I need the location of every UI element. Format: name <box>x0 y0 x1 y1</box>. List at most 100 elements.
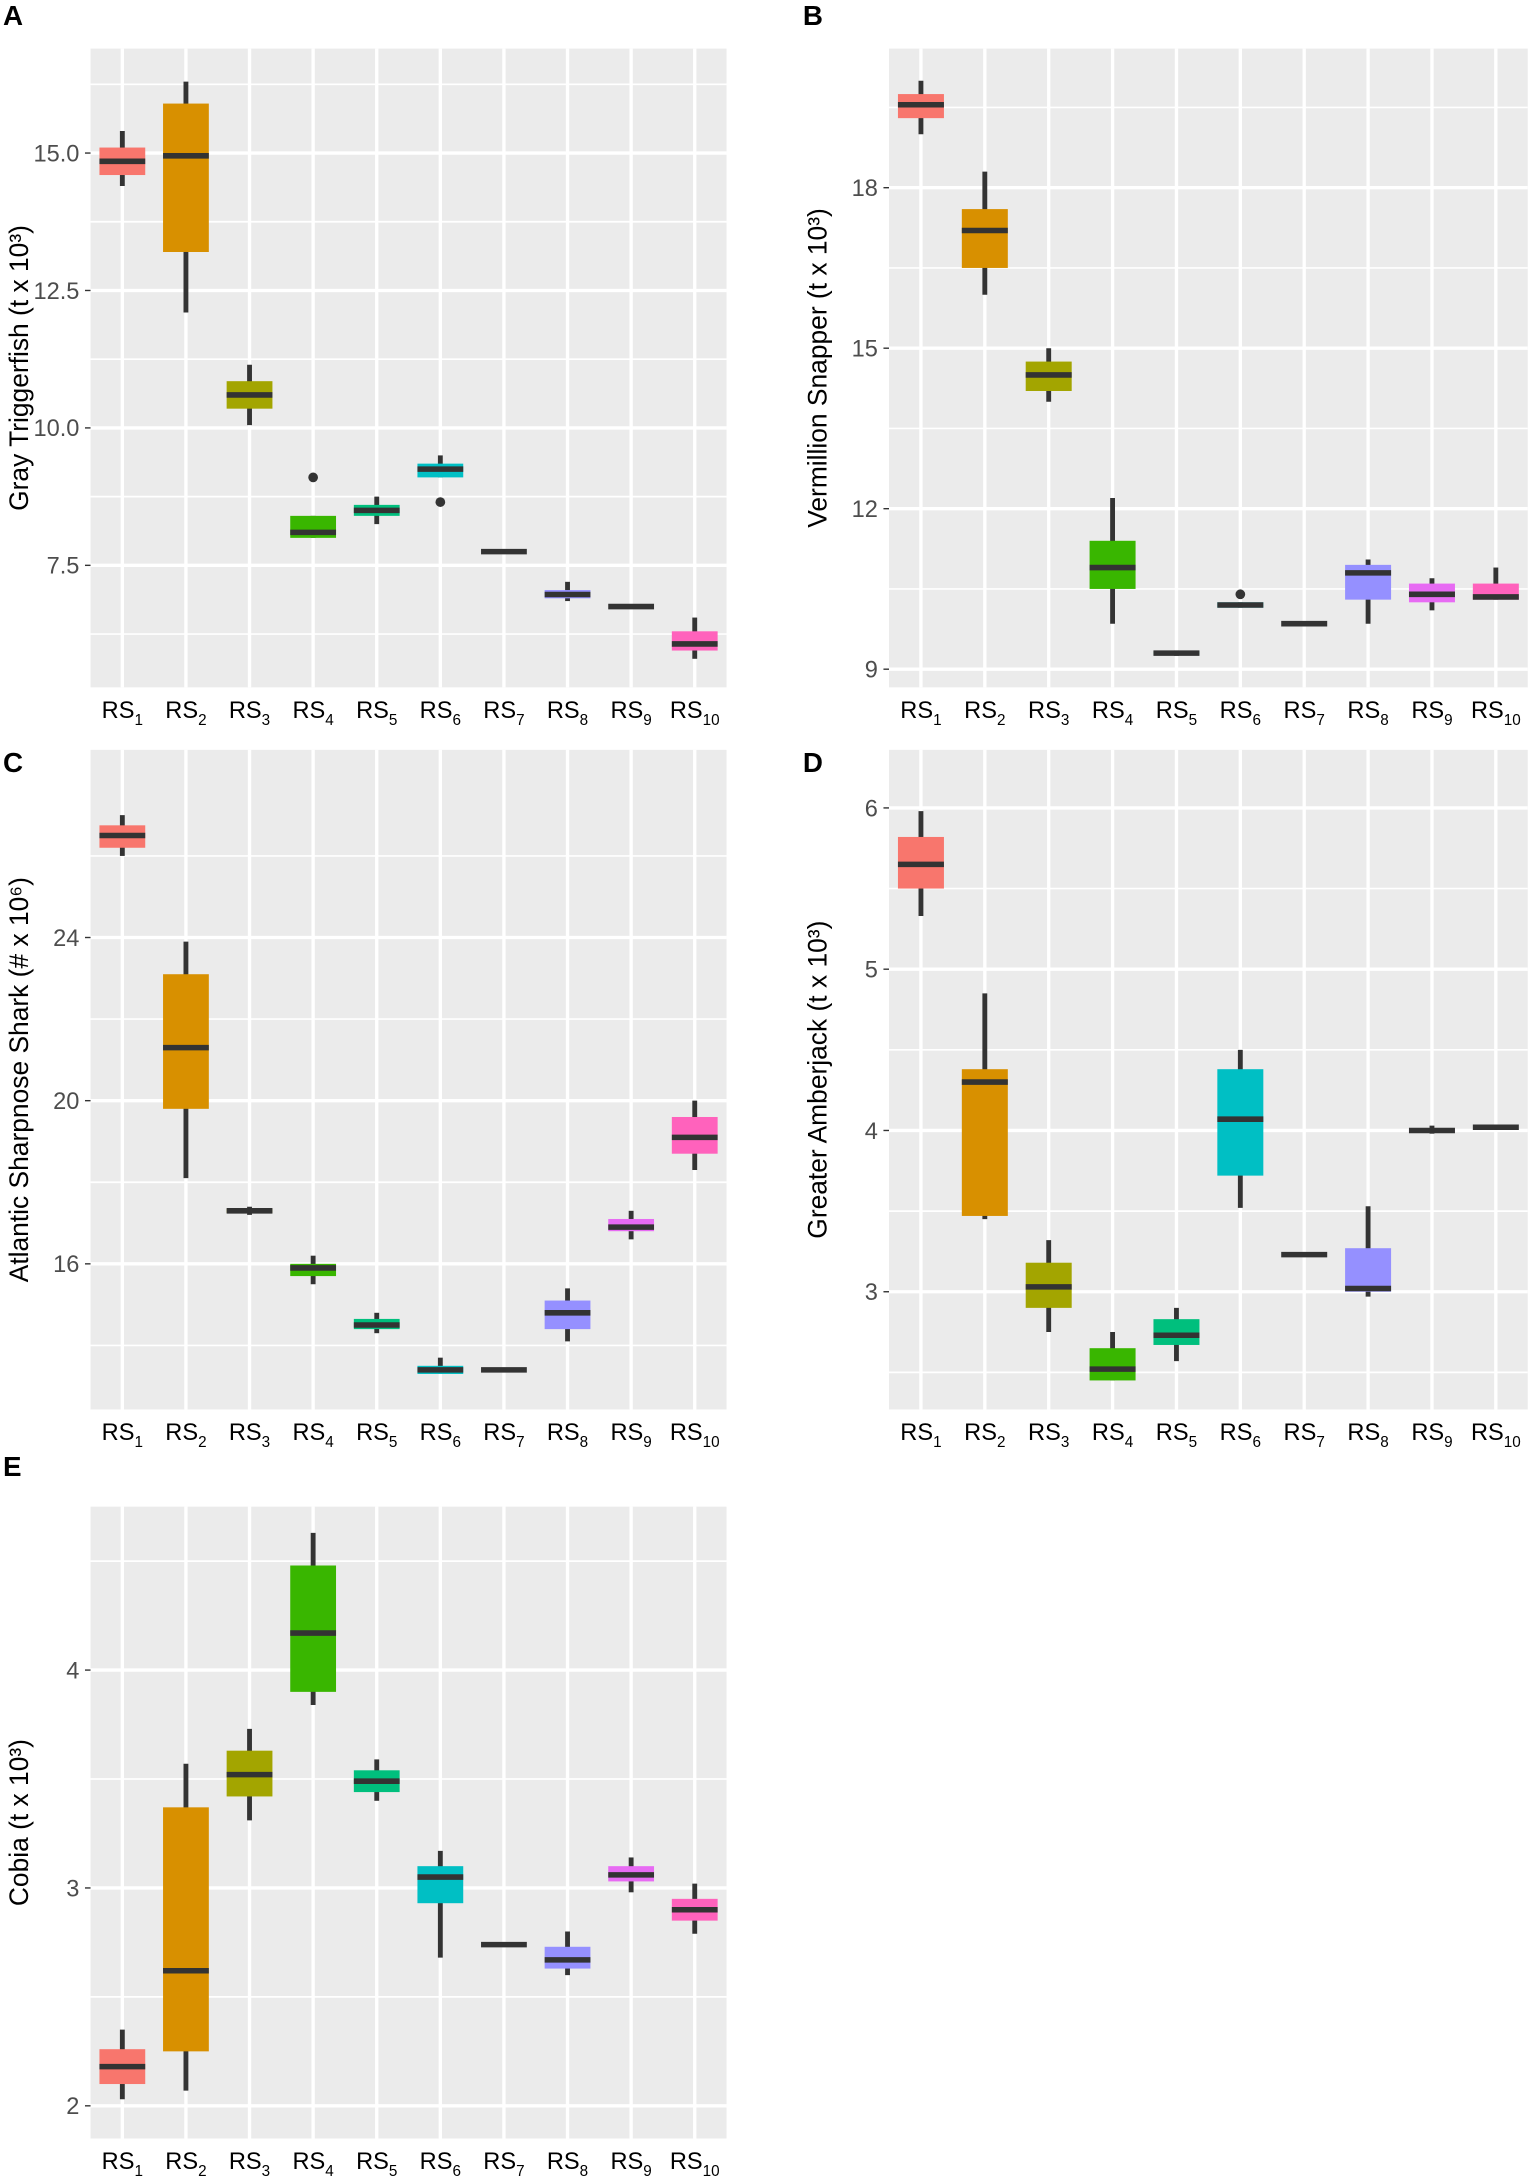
boxplot-RS1 <box>897 811 944 916</box>
boxplot-RS2 <box>163 941 209 1179</box>
boxplot-RS6 <box>417 455 464 507</box>
x-tick-label: RS1 <box>102 2149 143 2176</box>
x-tick-label: RS7 <box>483 698 524 729</box>
x-tick-label: RS5 <box>1156 698 1197 729</box>
panel-label: E <box>3 1451 22 1482</box>
x-tick-label: RS7 <box>483 2149 524 2176</box>
box <box>671 631 718 651</box>
boxplot-RS8 <box>1345 559 1392 624</box>
x-tick-label: RS10 <box>1471 698 1521 729</box>
boxplot-RS1 <box>99 131 146 187</box>
y-axis-label: Greater Amberjack (t x 10³) <box>803 921 833 1239</box>
boxplot-RS5 <box>1153 1307 1200 1362</box>
panel-label: D <box>803 747 823 778</box>
y-axis-label: Vermillion Snapper (t x 10³) <box>803 208 833 528</box>
x-tick-label: RS9 <box>610 2149 651 2176</box>
y-tick-label: 6 <box>865 796 878 822</box>
boxplot-RS3 <box>1025 348 1072 402</box>
x-tick-label: RS3 <box>1028 1420 1069 1451</box>
box <box>961 1069 1008 1216</box>
x-tick-label: RS5 <box>356 2149 397 2176</box>
box <box>163 103 209 252</box>
y-axis-label: Atlantic Sharpnose Shark (# x 10⁶) <box>4 877 34 1282</box>
y-axis-label: Cobia (t x 10³) <box>4 1739 34 1906</box>
boxplot-RS3 <box>1025 1240 1072 1333</box>
y-tick-label: 4 <box>66 1658 79 1684</box>
box <box>163 1807 209 2052</box>
boxplot-RS5 <box>353 496 400 525</box>
boxplot-RS4 <box>1089 497 1136 624</box>
x-tick-label: RS1 <box>102 698 143 729</box>
boxplot-RS1 <box>897 80 944 135</box>
x-tick-label: RS6 <box>420 698 461 729</box>
panel-label: A <box>3 0 23 31</box>
x-tick-label: RS6 <box>420 1420 461 1451</box>
x-tick-label: RS4 <box>292 2149 334 2176</box>
x-tick-label: RS5 <box>356 1420 397 1451</box>
outlier-point <box>1235 589 1246 600</box>
boxplot-RS4 <box>290 472 337 538</box>
x-tick-label: RS5 <box>356 698 397 729</box>
y-tick-label: 3 <box>66 1876 79 1902</box>
x-tick-label: RS3 <box>229 2149 270 2176</box>
boxplot-RS1 <box>99 2029 146 2100</box>
x-tick-label: RS3 <box>1028 698 1069 729</box>
panel-label: B <box>803 0 823 31</box>
x-tick-label: RS8 <box>547 698 588 729</box>
y-tick-label: 12.5 <box>34 279 80 305</box>
y-tick-label: 15.0 <box>34 141 80 167</box>
boxplot-RS8 <box>544 1288 591 1342</box>
x-tick-label: RS8 <box>547 2149 588 2176</box>
x-tick-label: RS10 <box>670 698 720 729</box>
boxplot-RS5 <box>353 1759 400 1801</box>
boxplot-RS4 <box>1089 1332 1136 1381</box>
box <box>163 974 209 1109</box>
boxplot-RS3 <box>226 1728 273 1821</box>
boxplot-RS4 <box>290 1532 337 1705</box>
panel-E: E 2 3 4 Cobia (t x 10³) RS1 RS2 RS3 RS4 RS5 RS6 RS7… <box>3 1451 727 2176</box>
boxplot-RS3 <box>226 1206 273 1215</box>
x-tick-label: RS7 <box>483 1420 524 1451</box>
x-tick-label: RS1 <box>102 1420 143 1451</box>
boxplot-RS9 <box>608 1210 655 1240</box>
boxplot-RS6 <box>1217 1049 1264 1208</box>
x-tick-label: RS9 <box>1411 1420 1452 1451</box>
box <box>961 209 1008 268</box>
y-tick-label: 9 <box>865 658 878 684</box>
box <box>1153 1319 1200 1345</box>
y-tick-label: 4 <box>865 1119 878 1145</box>
panel-label: C <box>3 747 23 778</box>
y-tick-label: 2 <box>66 2094 79 2120</box>
box <box>1345 1248 1392 1292</box>
x-tick-label: RS4 <box>1092 698 1134 729</box>
boxplot-RS8 <box>544 581 591 602</box>
y-tick-label: 7.5 <box>47 554 80 580</box>
panel-C: C 16 20 24 Atlantic Sharpnose Shark (# x 10⁶… <box>3 747 727 1451</box>
y-tick-label: 20 <box>53 1089 79 1115</box>
x-tick-label: RS3 <box>229 698 270 729</box>
x-tick-label: RS8 <box>547 1420 588 1451</box>
x-tick-label: RS10 <box>670 2149 720 2176</box>
box <box>1089 1348 1136 1381</box>
boxplot-RS8 <box>544 1931 591 1976</box>
y-tick-label: 3 <box>865 1280 878 1306</box>
box <box>290 1565 337 1692</box>
x-tick-label: RS9 <box>610 698 651 729</box>
x-tick-label: RS6 <box>1220 1420 1261 1451</box>
boxplot-RS9 <box>608 1857 655 1893</box>
x-tick-label: RS10 <box>1471 1420 1521 1451</box>
x-tick-label: RS4 <box>292 698 334 729</box>
panel-A: A 7.5 10.0 12.5 15.0 Gray Triggerfish (t x 10… <box>3 0 727 729</box>
x-tick-label: RS1 <box>900 698 941 729</box>
y-axis-label: Gray Triggerfish (t x 10³) <box>4 225 34 511</box>
x-tick-label: RS2 <box>165 2149 206 2176</box>
boxplot-RS10 <box>671 617 718 659</box>
boxplot-RS9 <box>1408 1125 1455 1134</box>
box <box>1217 1069 1264 1176</box>
boxplot-RS3 <box>226 364 273 426</box>
boxplot-RS10 <box>671 1100 718 1171</box>
box <box>1345 564 1392 600</box>
y-tick-label: 5 <box>865 958 878 984</box>
boxplot-RS4 <box>290 1255 337 1285</box>
x-tick-label: RS9 <box>1411 698 1452 729</box>
